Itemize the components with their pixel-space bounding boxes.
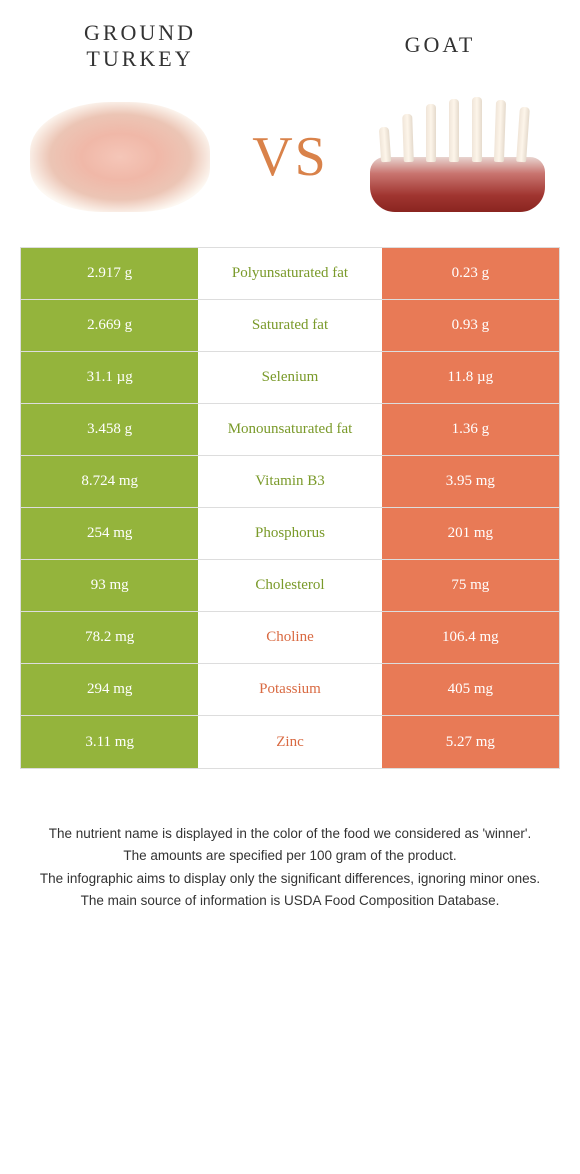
- nutrient-label: Selenium: [198, 352, 381, 403]
- value-left: 254 mg: [21, 508, 198, 559]
- food-left-title: GROUND TURKEY: [40, 20, 240, 72]
- nutrient-label: Vitamin B3: [198, 456, 381, 507]
- table-row: 254 mgPhosphorus201 mg: [21, 508, 559, 560]
- value-right: 1.36 g: [382, 404, 559, 455]
- vs-label: VS: [252, 125, 328, 189]
- table-row: 294 mgPotassium405 mg: [21, 664, 559, 716]
- table-row: 8.724 mgVitamin B33.95 mg: [21, 456, 559, 508]
- footer-line: The main source of information is USDA F…: [35, 891, 545, 911]
- footer-line: The infographic aims to display only the…: [35, 869, 545, 889]
- nutrient-table: 2.917 gPolyunsaturated fat0.23 g2.669 gS…: [20, 247, 560, 769]
- value-left: 2.669 g: [21, 300, 198, 351]
- food-left-image: [20, 92, 220, 222]
- value-left: 294 mg: [21, 664, 198, 715]
- value-left: 2.917 g: [21, 248, 198, 299]
- nutrient-label: Zinc: [198, 716, 381, 768]
- nutrient-label: Cholesterol: [198, 560, 381, 611]
- value-right: 0.93 g: [382, 300, 559, 351]
- nutrient-label: Potassium: [198, 664, 381, 715]
- value-right: 5.27 mg: [382, 716, 559, 768]
- value-left: 3.11 mg: [21, 716, 198, 768]
- value-right: 11.8 µg: [382, 352, 559, 403]
- value-right: 3.95 mg: [382, 456, 559, 507]
- table-row: 3.458 gMonounsaturated fat1.36 g: [21, 404, 559, 456]
- footer-notes: The nutrient name is displayed in the co…: [0, 769, 580, 933]
- footer-line: The nutrient name is displayed in the co…: [35, 824, 545, 844]
- value-left: 31.1 µg: [21, 352, 198, 403]
- food-right-title: GOAT: [340, 20, 540, 72]
- value-right: 106.4 mg: [382, 612, 559, 663]
- food-right-image: [360, 92, 560, 222]
- header: GROUND TURKEY GOAT: [0, 0, 580, 82]
- table-row: 2.669 gSaturated fat0.93 g: [21, 300, 559, 352]
- table-row: 93 mgCholesterol75 mg: [21, 560, 559, 612]
- nutrient-label: Choline: [198, 612, 381, 663]
- value-right: 405 mg: [382, 664, 559, 715]
- footer-line: The amounts are specified per 100 gram o…: [35, 846, 545, 866]
- nutrient-label: Saturated fat: [198, 300, 381, 351]
- value-right: 75 mg: [382, 560, 559, 611]
- nutrient-label: Polyunsaturated fat: [198, 248, 381, 299]
- value-left: 8.724 mg: [21, 456, 198, 507]
- table-row: 31.1 µgSelenium11.8 µg: [21, 352, 559, 404]
- nutrient-label: Phosphorus: [198, 508, 381, 559]
- nutrient-label: Monounsaturated fat: [198, 404, 381, 455]
- table-row: 3.11 mgZinc5.27 mg: [21, 716, 559, 768]
- value-left: 3.458 g: [21, 404, 198, 455]
- value-left: 78.2 mg: [21, 612, 198, 663]
- value-left: 93 mg: [21, 560, 198, 611]
- table-row: 78.2 mgCholine106.4 mg: [21, 612, 559, 664]
- table-row: 2.917 gPolyunsaturated fat0.23 g: [21, 248, 559, 300]
- value-right: 201 mg: [382, 508, 559, 559]
- value-right: 0.23 g: [382, 248, 559, 299]
- vs-row: VS: [0, 82, 580, 247]
